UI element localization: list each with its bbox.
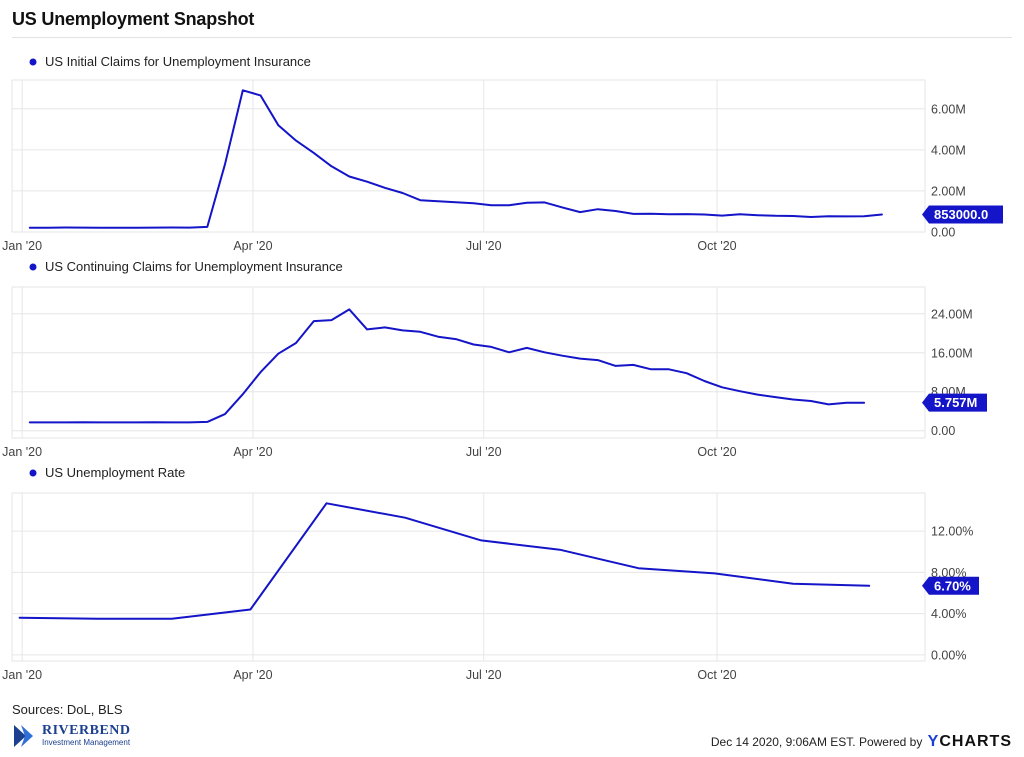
x-tick-label: Jul '20 [466, 668, 502, 682]
plot-frame [11, 286, 926, 439]
y-tick-label: 2.00M [931, 184, 966, 198]
x-tick-label: Apr '20 [233, 239, 272, 253]
last-value-flag [922, 205, 1003, 224]
last-value-label: 6.70% [934, 578, 971, 593]
sources-note: Sources: DoL, BLS [12, 702, 123, 717]
x-tick-label: Apr '20 [233, 668, 272, 682]
charts-canvas: US Initial Claims for Unemployment Insur… [2, 54, 1003, 682]
last-value-flag [922, 393, 987, 412]
riverbend-logo-icon [14, 725, 33, 747]
legend-label: US Initial Claims for Unemployment Insur… [45, 54, 311, 69]
series-line [28, 308, 866, 424]
y-tick-label: 6.00M [931, 102, 966, 116]
y-tick-label: 16.00M [931, 346, 973, 360]
title-divider [12, 37, 1012, 38]
legend-label: US Continuing Claims for Unemployment In… [45, 259, 343, 274]
plot-frame [11, 492, 926, 662]
x-tick-label: Jul '20 [466, 239, 502, 253]
y-tick-label: 0.00 [931, 424, 955, 438]
plot-frame [11, 79, 926, 233]
x-tick-label: Jan '20 [2, 445, 42, 459]
last-value-flag [922, 576, 979, 595]
page-title: US Unemployment Snapshot [12, 9, 255, 29]
footer: Dec 14 2020, 9:06AM EST. Powered by YCHA… [711, 733, 1012, 751]
legend-marker [29, 469, 37, 477]
series-line [28, 89, 883, 229]
chart-panel-3: US Unemployment Rate 0.00% 4.00% 8.00% 12.00… [2, 465, 979, 682]
y-tick-label: 0.00% [931, 648, 966, 662]
legend-marker [29, 263, 37, 271]
last-value-label: 853000.0 [934, 207, 988, 222]
ycharts-brand-y: Y [927, 733, 940, 750]
y-tick-label: 0.00 [931, 226, 955, 240]
chart-panel-2: US Continuing Claims for Unemployment In… [2, 259, 987, 459]
y-tick-label: 8.00% [931, 566, 966, 580]
y-tick-label: 12.00% [931, 525, 973, 539]
y-tick-label: 4.00% [931, 607, 966, 621]
logo-name: RIVERBEND [42, 723, 131, 738]
x-tick-label: Oct '20 [697, 668, 736, 682]
series-line [18, 502, 871, 620]
x-tick-label: Apr '20 [233, 445, 272, 459]
footer-timestamp: Dec 14 2020, 9:06AM EST. Powered by [710, 735, 923, 749]
logo-tagline: Investment Management [42, 738, 131, 747]
x-tick-label: Oct '20 [697, 239, 736, 253]
x-tick-label: Jan '20 [2, 668, 42, 682]
legend-marker [29, 58, 37, 66]
ycharts-brand[interactable]: YCHARTS [928, 733, 1012, 750]
x-tick-label: Jan '20 [2, 239, 42, 253]
y-tick-label: 4.00M [931, 143, 966, 157]
x-tick-label: Oct '20 [697, 445, 736, 459]
last-value-label: 5.757M [934, 395, 977, 410]
legend-label: US Unemployment Rate [45, 465, 185, 480]
y-tick-label: 24.00M [931, 307, 973, 321]
x-tick-label: Jul '20 [466, 445, 502, 459]
ycharts-brand-rest: CHARTS [939, 733, 1012, 750]
chart-panel-1: US Initial Claims for Unemployment Insur… [2, 54, 1003, 253]
